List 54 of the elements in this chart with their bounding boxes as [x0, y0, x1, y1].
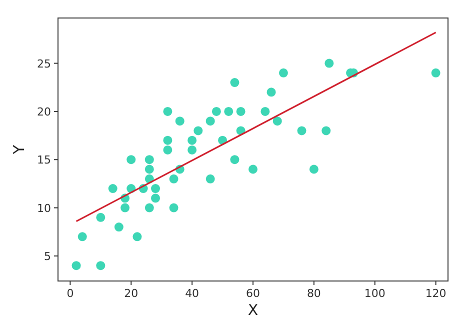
point [175, 116, 184, 126]
point [108, 184, 118, 194]
point [206, 174, 215, 184]
point [78, 232, 87, 242]
point [163, 136, 172, 145]
point [188, 136, 197, 145]
x-axis-title: X [248, 301, 258, 319]
point [188, 145, 197, 154]
point [230, 78, 240, 88]
point [151, 194, 160, 203]
point [272, 116, 282, 126]
point [144, 203, 154, 212]
point [132, 232, 142, 242]
point [163, 106, 172, 116]
point [120, 203, 130, 212]
x-tick-label: 60 [246, 287, 260, 300]
point [324, 58, 334, 68]
point [96, 261, 106, 270]
point [169, 174, 178, 184]
x-tick-label: 80 [306, 287, 321, 300]
y-tick-label: 15 [37, 154, 51, 167]
point [151, 184, 160, 194]
point [206, 116, 215, 126]
point [114, 222, 124, 232]
point [322, 126, 331, 136]
point [260, 106, 270, 116]
y-tick-label: 5 [44, 250, 51, 263]
point [96, 212, 106, 222]
x-tick-label: 120 [425, 287, 446, 300]
x-tick-label: 20 [124, 287, 138, 300]
point [248, 164, 258, 174]
y-tick-label: 25 [37, 57, 51, 70]
x-tick-label: 40 [185, 287, 200, 300]
point [431, 68, 440, 78]
point [144, 164, 154, 174]
point [266, 88, 276, 97]
y-tick-label: 20 [37, 105, 51, 118]
x-tick-label: 0 [66, 287, 74, 300]
point [72, 261, 81, 270]
point [224, 106, 234, 116]
point [278, 68, 288, 78]
point [309, 164, 318, 174]
point [163, 145, 172, 154]
y-tick-label: 10 [37, 202, 51, 215]
point [297, 126, 306, 136]
y-axis-title: Y [10, 144, 28, 156]
point [126, 155, 136, 164]
point [169, 203, 178, 212]
point [144, 155, 154, 164]
point [212, 106, 221, 116]
point [194, 126, 203, 136]
point [236, 106, 246, 116]
point [230, 155, 240, 164]
x-tick-label: 100 [364, 287, 386, 300]
